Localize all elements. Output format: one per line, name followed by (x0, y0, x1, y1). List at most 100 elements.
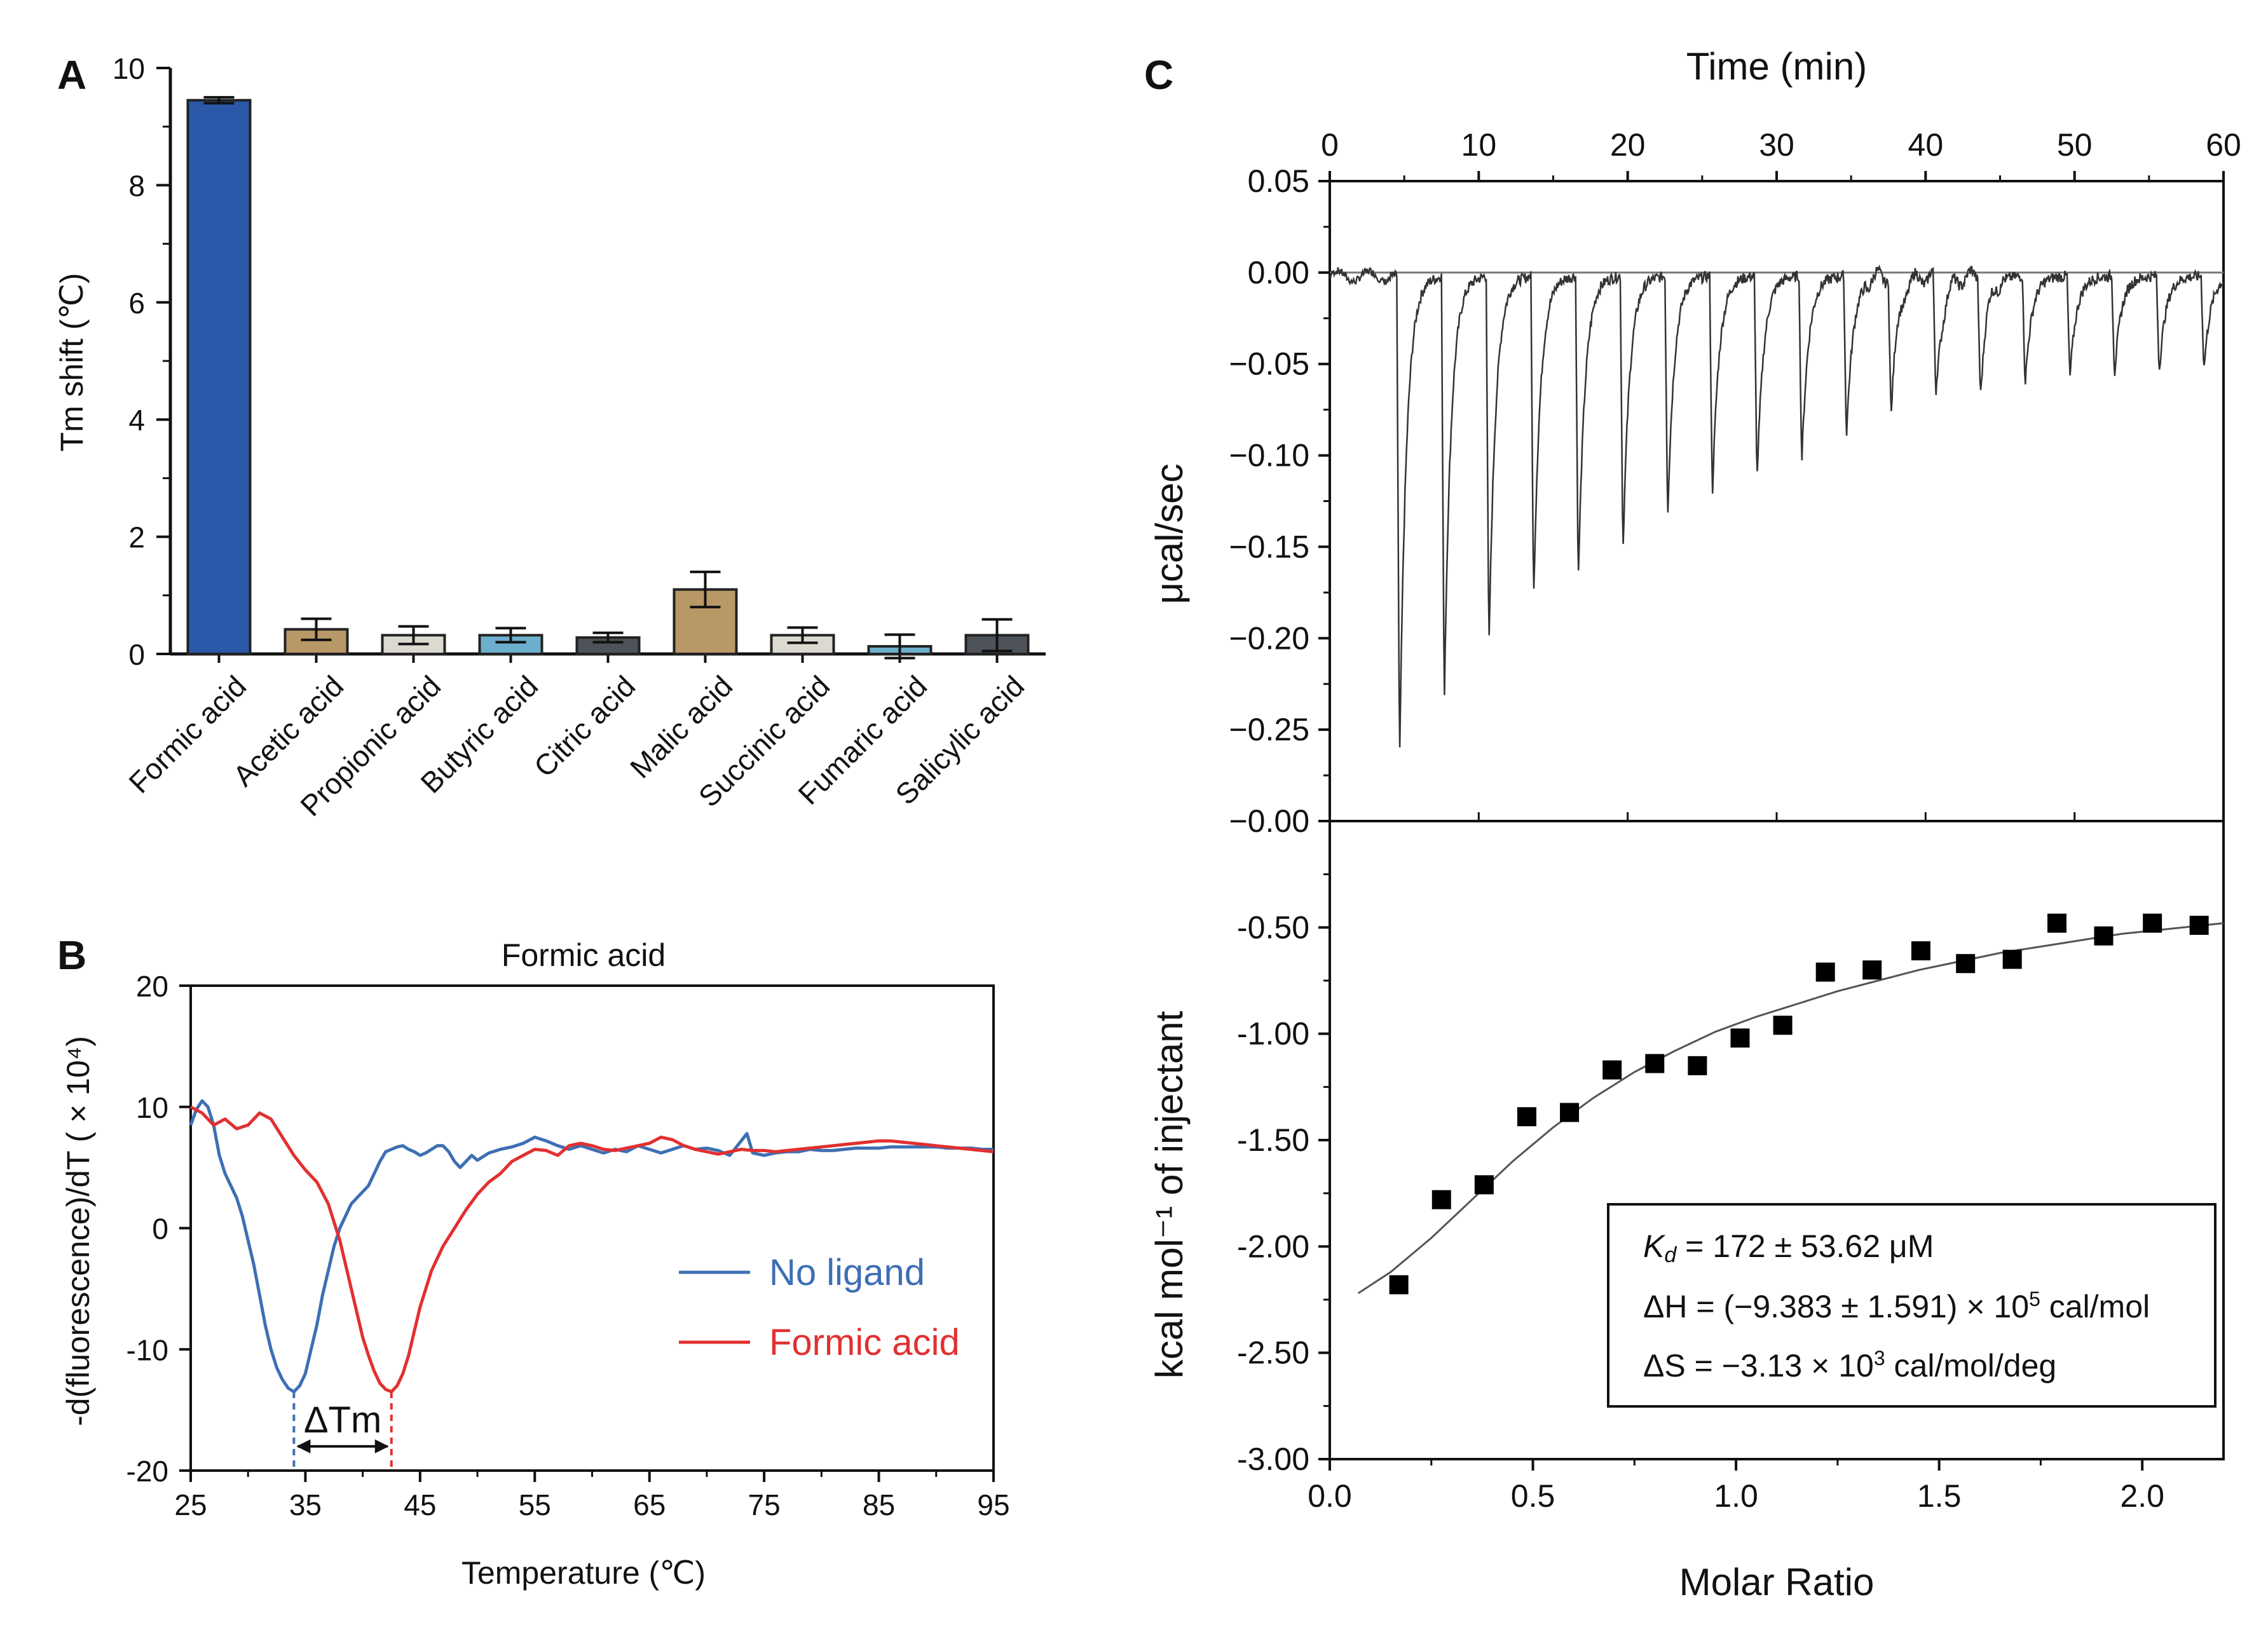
panel-c-bottom-y-tick-label: -1.00 (1237, 1016, 1309, 1052)
legend-label-no-ligand: No ligand (769, 1252, 925, 1293)
data-point (1730, 1028, 1750, 1048)
panel-c-top-y-tick-label: −0.15 (1229, 529, 1309, 564)
data-point (1389, 1275, 1409, 1295)
delta-h-pre: ΔH = (−9.383 ± 1.591) × 10 (1643, 1289, 2029, 1324)
kd-text: Kd = 172 ± 53.62 μM (1643, 1228, 1934, 1267)
panel-a-y-tick-label: 8 (128, 169, 145, 202)
panel-c: C Time (min) μcal/sec kcal mol⁻¹ of inje… (1144, 45, 2241, 1603)
panel-a-y-tick-label: 10 (113, 52, 145, 85)
data-point (1956, 954, 1976, 974)
panel-a-y-tick-label: 2 (128, 521, 145, 554)
panel-b-x-tick-label: 65 (633, 1488, 666, 1521)
panel-b-x-tick-label: 25 (174, 1488, 207, 1521)
panel-b-title: Formic acid (502, 937, 666, 973)
panel-c-bottom-x-tick-label: 0.0 (1308, 1478, 1352, 1514)
panel-c-top-y-tick-label: −0.20 (1229, 620, 1309, 656)
panel-c-top-x-tick-label: 30 (1759, 127, 1794, 163)
panel-b-x-tick-label: 95 (977, 1488, 1009, 1521)
delta-s-text: ΔS = −3.13 × 103 cal/mol/deg (1643, 1347, 2056, 1384)
panel-a-y-tick-label: 4 (128, 404, 145, 437)
panel-a-axes: 0 2 4 6 8 10 (113, 52, 1046, 671)
panel-c-bottom-x-tick-label: 1.0 (1714, 1478, 1758, 1514)
delta-tm-arrow-head-left (296, 1439, 311, 1453)
panel-b-y-tick-label: 0 (152, 1213, 168, 1246)
delta-s-exponent: 3 (1874, 1347, 1885, 1370)
data-point (1517, 1107, 1536, 1127)
parameter-box-frame (1607, 1203, 2217, 1408)
kd-subscript: d (1664, 1243, 1677, 1267)
panel-c-bottom-y-tick-label: -2.00 (1237, 1228, 1309, 1264)
panel-b-y-tick-label: 20 (136, 970, 168, 1003)
delta-tm-arrow-head-right (374, 1439, 389, 1453)
data-point (1815, 962, 1835, 982)
panel-c-top-x-tick-label: 0 (1321, 127, 1339, 163)
delta-h-post: cal/mol (2040, 1289, 2150, 1324)
panel-c-top-x-tick-label: 10 (1461, 127, 1497, 163)
panel-b-y-tick-label: 10 (136, 1091, 168, 1124)
panel-c-top-y-tick-label: 0.05 (1248, 163, 1309, 199)
panel-b-label: B (57, 932, 86, 978)
panel-b-y-tick-label: -20 (126, 1455, 168, 1488)
panel-c-itc-trace (1329, 264, 2225, 748)
panel-c-top-y-tick-label: 0.00 (1248, 255, 1309, 290)
data-point (1560, 1103, 1580, 1122)
panel-c-top-y-tick-label: −0.10 (1229, 438, 1309, 473)
series-line-formic-acid (189, 1105, 994, 1394)
panel-c-top-x-tick-label: 20 (1610, 127, 1646, 163)
panel-a-y-tick-label: 6 (128, 287, 145, 320)
panel-a-category-label: Citric acid (528, 669, 642, 784)
delta-h-text: ΔH = (−9.383 ± 1.591) × 105 cal/mol (1643, 1288, 2150, 1324)
delta-s-pre: ΔS = −3.13 × 10 (1643, 1348, 1874, 1384)
panel-b-x-tick-label: 55 (519, 1488, 551, 1521)
panel-b-y-axis-label: -d(fluorescence)/dT ( × 10⁴) (60, 1036, 96, 1426)
panel-c-label: C (1144, 52, 1173, 98)
data-point (2002, 949, 2022, 969)
panel-c-top-y-tick-label: −0.00 (1229, 803, 1309, 839)
delta-tm-label: ΔTm (304, 1399, 382, 1441)
data-point (2094, 926, 2114, 946)
panel-b-frame (189, 984, 995, 1472)
panel-c-bottom-y-tick-label: -0.50 (1237, 909, 1309, 945)
data-point (1602, 1060, 1622, 1080)
panel-b-x-tick-label: 75 (748, 1488, 781, 1521)
delta-s-post: cal/mol/deg (1885, 1348, 2057, 1384)
delta-h-exponent: 5 (2029, 1288, 2040, 1310)
panel-a-label: A (57, 52, 86, 98)
data-point (2189, 915, 2209, 935)
panel-b-delta-tm-annotation: ΔTm (292, 1392, 393, 1471)
itc-trace-line (1329, 264, 2225, 748)
data-point (2143, 913, 2162, 933)
panel-a-y-axis-label: Tm shift (℃) (54, 273, 90, 451)
panel-c-bottom-x-tick-label: 2.0 (2120, 1478, 2164, 1514)
panel-c-parameter-box: Kd = 172 ± 53.62 μM ΔH = (−9.383 ± 1.591… (1607, 1203, 2217, 1408)
bar (186, 99, 252, 655)
panel-a-category-label: Formic acid (122, 669, 252, 799)
data-point (1862, 960, 1882, 980)
panel-c-bottom-y-tick-label: -3.00 (1237, 1441, 1309, 1477)
panel-a: A 0 2 4 6 8 10 Tm shift (℃) Formic acidAcetic… (54, 52, 1046, 822)
panel-b-x-tick-label: 45 (404, 1488, 436, 1521)
panel-c-top-x-tick-label: 50 (2057, 127, 2093, 163)
panel-b-y-tick-label: -10 (126, 1333, 168, 1366)
kd-symbol: K (1643, 1228, 1666, 1264)
panel-c-top-y-axis-label: μcal/sec (1148, 463, 1191, 604)
data-point (1645, 1054, 1665, 1073)
panel-c-top-y-tick-label: −0.25 (1229, 712, 1309, 747)
panel-c-top-x-tick-label: 60 (2206, 127, 2241, 163)
panel-a-y-tick-label: 0 (128, 638, 145, 671)
data-point (1431, 1190, 1451, 1209)
panel-c-bottom-x-axis-label: Molar Ratio (1679, 1561, 1875, 1603)
legend-label-formic-acid: Formic acid (769, 1322, 960, 1363)
panel-b-axes: 25 35 45 55 65 75 85 95 -20 -10 0 10 20 (126, 970, 1010, 1521)
panel-c-top-x-tick-label: 40 (1908, 127, 1944, 163)
data-point (1688, 1056, 1707, 1075)
panel-c-bottom-x-tick-label: 0.5 (1511, 1478, 1555, 1514)
panel-b-x-axis-label: Temperature (℃) (461, 1555, 706, 1591)
data-point (1474, 1175, 1494, 1195)
data-point (2047, 913, 2066, 933)
kd-value: = 172 ± 53.62 μM (1676, 1228, 1934, 1264)
data-point (1911, 941, 1930, 961)
data-point (1773, 1016, 1793, 1035)
